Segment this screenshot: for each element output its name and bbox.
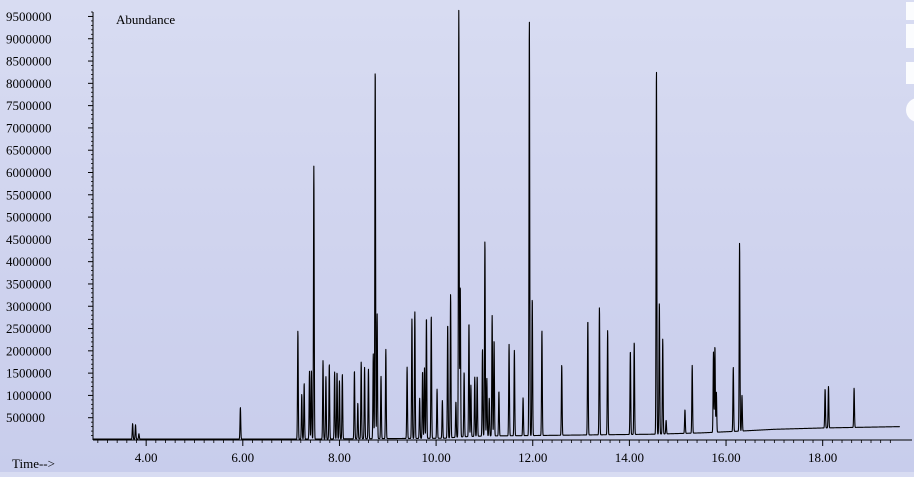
- x-tick-label: 14.00: [615, 450, 644, 465]
- y-tick-label: 8000000: [6, 76, 52, 91]
- x-axis-label: Time-->: [12, 456, 55, 471]
- y-tick-label: 4000000: [6, 254, 52, 269]
- y-tick-label: 3500000: [6, 276, 52, 291]
- y-tick-label: 1500000: [6, 366, 52, 381]
- y-tick-label: 2000000: [6, 343, 52, 358]
- x-tick-label: 10.00: [421, 450, 450, 465]
- edge-decoration: [906, 2, 914, 122]
- y-tick-label: 6500000: [6, 143, 52, 158]
- y-tick-label: 9500000: [6, 9, 52, 24]
- y-tick-label: 9000000: [6, 31, 52, 46]
- x-tick-label: 8.00: [328, 450, 351, 465]
- x-tick-label: 18.00: [808, 450, 837, 465]
- x-axis: 4.00 6.00 8.00 10.00 12.00 14.00 16.00 18.00: [93, 439, 912, 465]
- y-tick-label: 7000000: [6, 120, 52, 135]
- x-tick-label: 6.00: [231, 450, 254, 465]
- y-tick-label: 7500000: [6, 98, 52, 113]
- y-tick-label: 4500000: [6, 232, 52, 247]
- y-tick-label: 500000: [6, 410, 45, 425]
- x-tick-label: 12.00: [518, 450, 547, 465]
- y-tick-label: 3000000: [6, 299, 52, 314]
- y-tick-label: 2500000: [6, 321, 52, 336]
- y-axis: 500000 1000000 1500000 2000000 2500000 300000…: [6, 9, 94, 440]
- y-tick-label: 8500000: [6, 54, 52, 69]
- signal-trace: [92, 9, 901, 440]
- y-tick-label: 1000000: [6, 388, 52, 403]
- x-tick-label: 16.00: [711, 450, 740, 465]
- y-tick-label: 5500000: [6, 187, 52, 202]
- x-tick-label: 4.00: [135, 450, 158, 465]
- y-axis-label: Abundance: [116, 12, 175, 27]
- y-tick-label: 5000000: [6, 210, 52, 225]
- y-tick-label: 6000000: [6, 165, 52, 180]
